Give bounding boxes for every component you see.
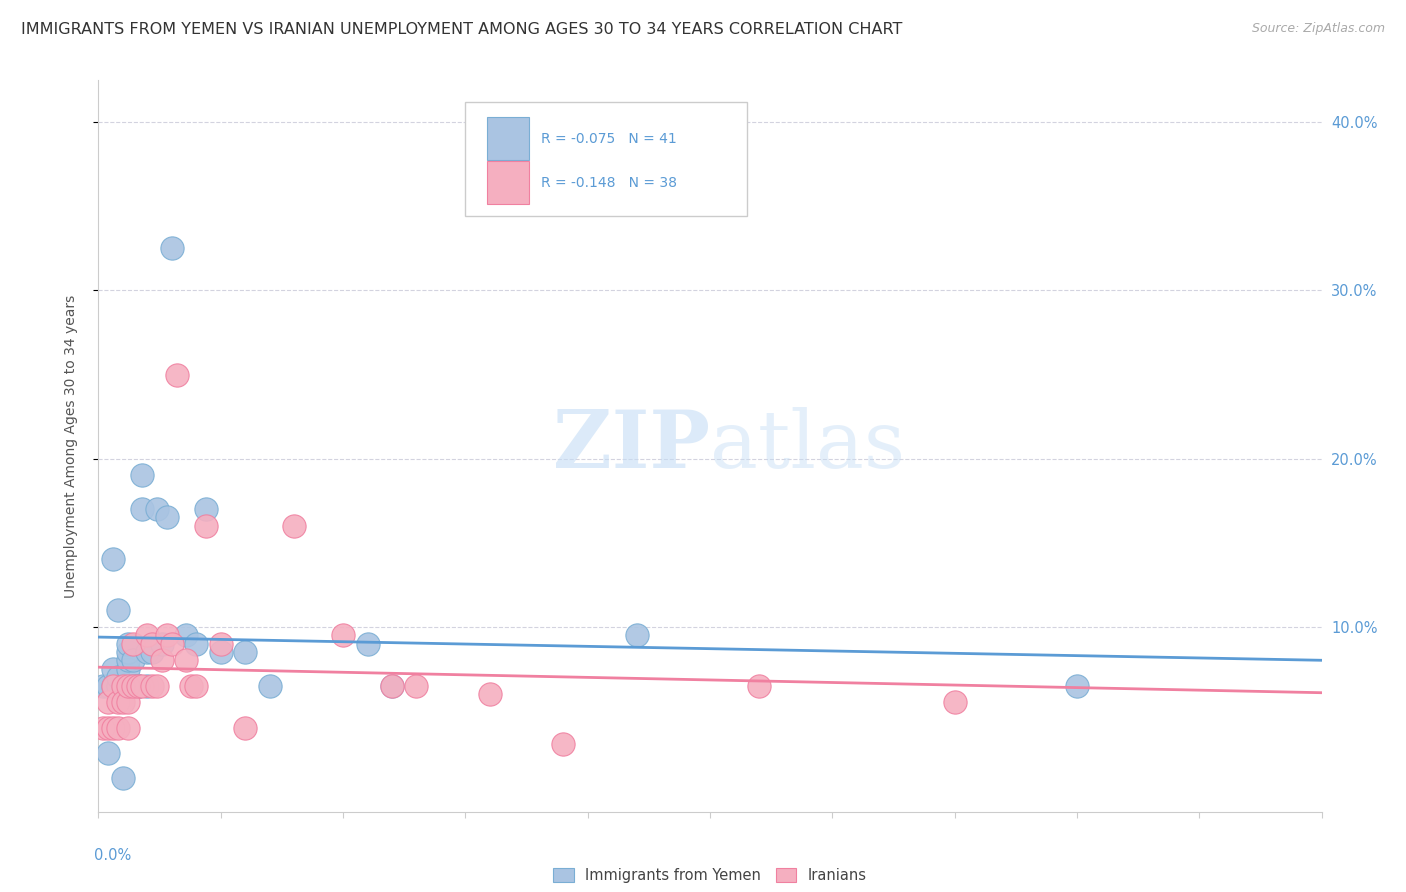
Point bbox=[176, 653, 198, 667]
Point bbox=[127, 679, 149, 693]
Point bbox=[405, 679, 427, 693]
Point bbox=[117, 645, 139, 659]
Point bbox=[146, 679, 169, 693]
Point bbox=[136, 679, 159, 693]
Point bbox=[332, 628, 354, 642]
Point bbox=[107, 721, 129, 735]
Point bbox=[111, 679, 134, 693]
Point bbox=[107, 603, 129, 617]
Point bbox=[233, 721, 256, 735]
Point bbox=[131, 502, 153, 516]
Point bbox=[101, 662, 124, 676]
Point bbox=[626, 628, 648, 642]
Text: R = -0.148   N = 38: R = -0.148 N = 38 bbox=[541, 176, 678, 190]
Point bbox=[259, 679, 281, 693]
Point bbox=[160, 242, 183, 256]
Point bbox=[943, 695, 966, 709]
Point bbox=[195, 519, 218, 533]
FancyBboxPatch shape bbox=[465, 103, 747, 216]
Point bbox=[111, 695, 134, 709]
FancyBboxPatch shape bbox=[488, 117, 529, 161]
Point bbox=[117, 662, 139, 676]
Text: ZIP: ZIP bbox=[553, 407, 710, 485]
Y-axis label: Unemployment Among Ages 30 to 34 years: Unemployment Among Ages 30 to 34 years bbox=[63, 294, 77, 598]
Point bbox=[111, 679, 134, 693]
Point bbox=[141, 645, 163, 659]
Point bbox=[91, 679, 114, 693]
Point bbox=[180, 679, 202, 693]
Point bbox=[111, 679, 134, 693]
Point bbox=[233, 645, 256, 659]
Point bbox=[127, 679, 149, 693]
Point bbox=[117, 636, 139, 650]
Point bbox=[186, 679, 208, 693]
Point bbox=[97, 679, 120, 693]
Point bbox=[156, 628, 179, 642]
Point bbox=[97, 746, 120, 760]
Point bbox=[150, 636, 173, 650]
Point bbox=[101, 552, 124, 566]
Point bbox=[111, 679, 134, 693]
Text: IMMIGRANTS FROM YEMEN VS IRANIAN UNEMPLOYMENT AMONG AGES 30 TO 34 YEARS CORRELAT: IMMIGRANTS FROM YEMEN VS IRANIAN UNEMPLO… bbox=[21, 22, 903, 37]
Point bbox=[131, 679, 153, 693]
Point bbox=[107, 679, 129, 693]
Point bbox=[209, 636, 232, 650]
Point bbox=[381, 679, 404, 693]
Point bbox=[195, 502, 218, 516]
Text: 0.0%: 0.0% bbox=[94, 848, 131, 863]
FancyBboxPatch shape bbox=[488, 161, 529, 204]
Point bbox=[121, 679, 143, 693]
Point bbox=[101, 721, 124, 735]
Point bbox=[186, 636, 208, 650]
Point bbox=[97, 721, 120, 735]
Point bbox=[176, 628, 198, 642]
Point bbox=[146, 502, 169, 516]
Point bbox=[166, 368, 188, 382]
Point bbox=[117, 653, 139, 667]
Point bbox=[91, 721, 114, 735]
Point bbox=[283, 519, 305, 533]
Text: Source: ZipAtlas.com: Source: ZipAtlas.com bbox=[1251, 22, 1385, 36]
Point bbox=[121, 636, 143, 650]
Point bbox=[150, 653, 173, 667]
Text: atlas: atlas bbox=[710, 407, 905, 485]
Point bbox=[553, 738, 575, 752]
Point bbox=[117, 721, 139, 735]
Point bbox=[748, 679, 770, 693]
Point bbox=[117, 679, 139, 693]
Point bbox=[107, 695, 129, 709]
Point bbox=[141, 636, 163, 650]
Text: R = -0.075   N = 41: R = -0.075 N = 41 bbox=[541, 132, 676, 145]
Point bbox=[141, 679, 163, 693]
Point bbox=[107, 670, 129, 684]
Point bbox=[101, 679, 124, 693]
Point bbox=[101, 679, 124, 693]
Point bbox=[381, 679, 404, 693]
Point bbox=[209, 645, 232, 659]
Point bbox=[478, 687, 501, 701]
Point bbox=[121, 679, 143, 693]
Point bbox=[356, 636, 378, 650]
Point bbox=[127, 679, 149, 693]
Point bbox=[97, 695, 120, 709]
Point bbox=[131, 468, 153, 483]
Point bbox=[121, 653, 143, 667]
Point bbox=[136, 628, 159, 642]
Point bbox=[136, 645, 159, 659]
Point bbox=[117, 695, 139, 709]
Point bbox=[111, 771, 134, 785]
Point bbox=[127, 679, 149, 693]
Point bbox=[160, 636, 183, 650]
Point bbox=[1066, 679, 1088, 693]
Legend: Immigrants from Yemen, Iranians: Immigrants from Yemen, Iranians bbox=[547, 862, 873, 888]
Point bbox=[156, 510, 179, 524]
